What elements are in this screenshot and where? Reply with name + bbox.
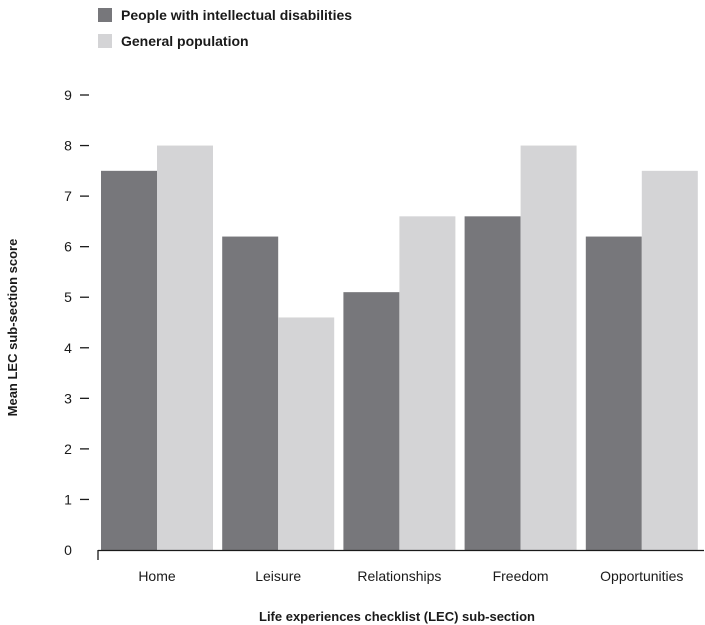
- bar-freedom-series-1: [520, 145, 577, 551]
- y-tick-label: 7: [64, 188, 72, 204]
- y-tick-label: 1: [64, 491, 72, 507]
- y-tick-label: 5: [64, 289, 72, 305]
- legend-label-general-population: General population: [121, 33, 249, 49]
- x-axis-ticks: Home Leisure Relationships Freedom Opportuni…: [97, 550, 683, 584]
- y-tick-label: 4: [64, 340, 72, 356]
- legend-swatch-general-population: [98, 34, 112, 48]
- bar-home-series-0: [101, 170, 157, 551]
- y-axis-ticks: 0 1 2 3 4 5 6 7 8 9: [64, 87, 89, 558]
- legend-swatch-intellectual-disabilities: [98, 8, 112, 22]
- y-tick-label: 8: [64, 138, 72, 154]
- x-tick-label-home: Home: [138, 568, 176, 584]
- legend-item-intellectual-disabilities: People with intellectual disabilities: [98, 6, 352, 24]
- bar-home-series-1: [157, 145, 213, 551]
- x-tick-label-leisure: Leisure: [255, 568, 301, 584]
- y-tick-label: 3: [64, 390, 72, 406]
- y-axis-title: Mean LEC sub-section score: [5, 239, 20, 417]
- bar-leisure-series-1: [278, 317, 335, 550]
- y-tick-label: 6: [64, 239, 72, 255]
- bar-leisure-series-0: [222, 236, 279, 551]
- x-tick-label-opportunities: Opportunities: [600, 568, 683, 584]
- legend-label-intellectual-disabilities: People with intellectual disabilities: [121, 7, 353, 23]
- legend-item-general-population: General population: [98, 32, 352, 50]
- legend: People with intellectual disabilities Ge…: [98, 6, 352, 58]
- bar-relationships-series-0: [343, 292, 400, 550]
- bars: [101, 145, 698, 551]
- bar-freedom-series-0: [464, 216, 521, 551]
- bar-relationships-series-1: [399, 216, 456, 551]
- x-axis-title: Life experiences checklist (LEC) sub-sec…: [259, 609, 535, 624]
- y-tick-label: 0: [64, 542, 72, 558]
- y-tick-label: 9: [64, 87, 72, 103]
- bar-opportunities-series-1: [641, 170, 698, 551]
- y-tick-label: 2: [64, 441, 72, 457]
- x-tick-label-relationships: Relationships: [357, 568, 441, 584]
- x-tick-label-freedom: Freedom: [493, 568, 549, 584]
- bar-opportunities-series-0: [585, 236, 642, 551]
